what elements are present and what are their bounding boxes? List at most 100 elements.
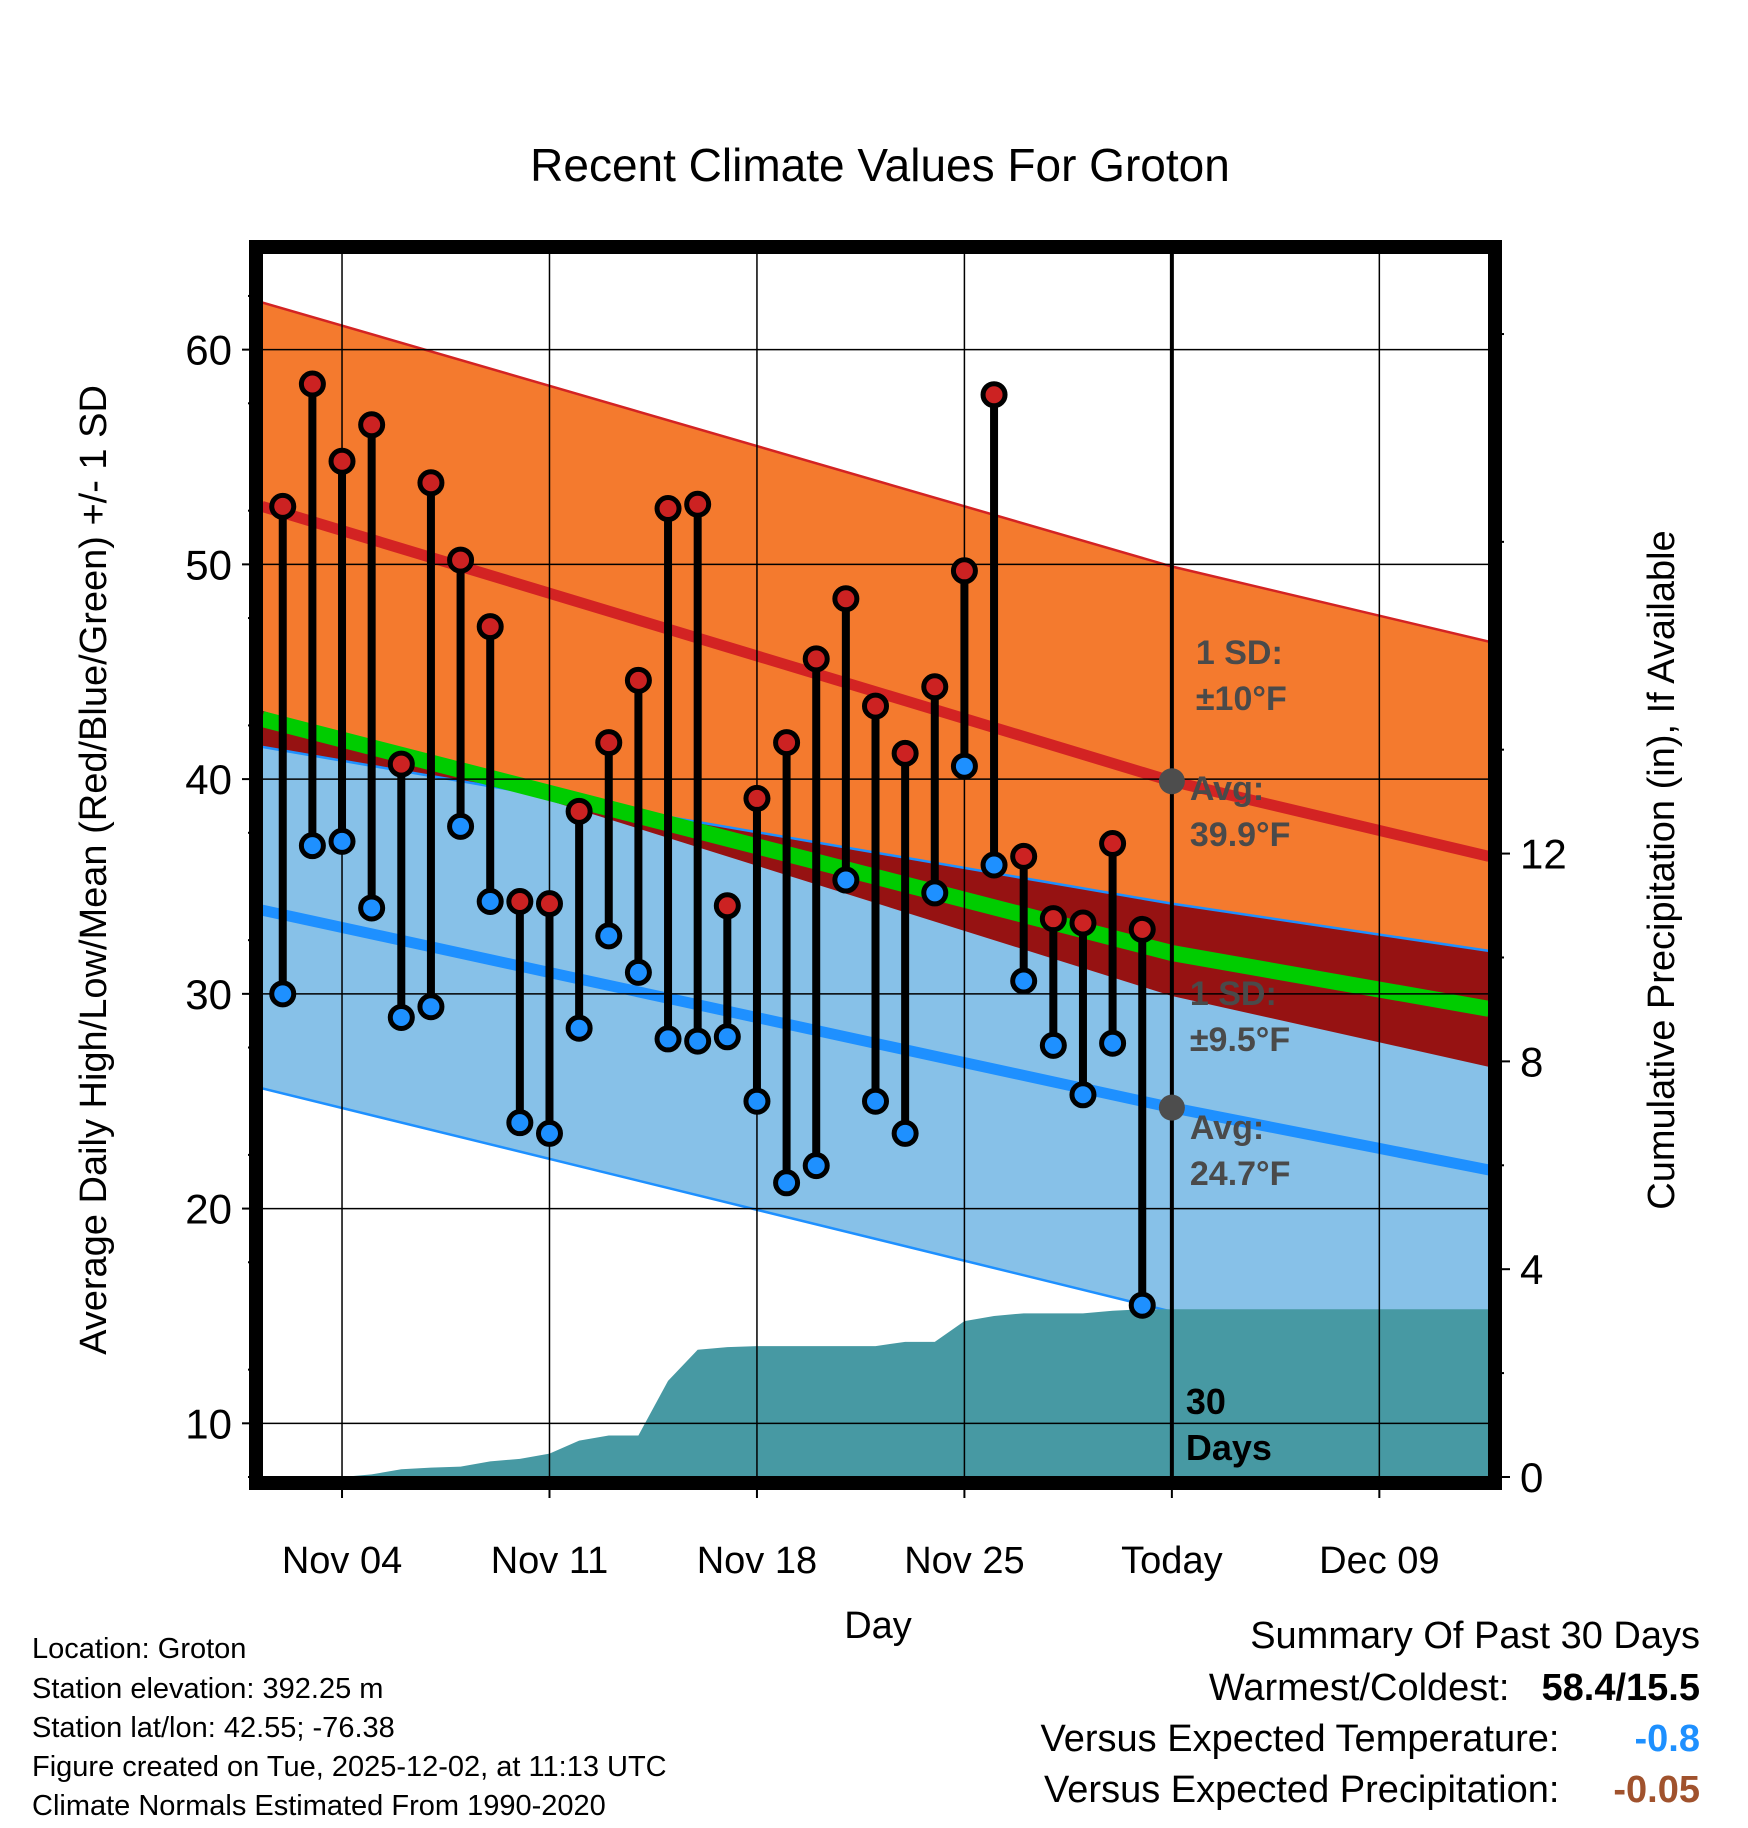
daily-low-point [832, 866, 860, 894]
daily-low-point [743, 1087, 771, 1115]
daily-low-point [358, 894, 386, 922]
high-avg-value: 39.9°F [1190, 816, 1291, 854]
today-low-avg-marker [1158, 1094, 1185, 1121]
x-tick-label: Nov 18 [697, 1540, 817, 1582]
daily-high-point [1010, 842, 1038, 870]
low-sd-value: ±9.5°F [1190, 1021, 1290, 1059]
daily-high-point [624, 666, 652, 694]
precip-departure-value: -0.05 [1613, 1769, 1700, 1811]
daily-high-point [921, 673, 949, 701]
daily-high-point [980, 381, 1008, 409]
daily-low-point [654, 1025, 682, 1053]
precip-area [262, 1309, 1489, 1477]
footer-created: Figure created on Tue, 2025-12-02, at 11… [32, 1751, 667, 1783]
y-tick-label: 60 [185, 327, 232, 374]
daily-low-point [713, 1023, 741, 1051]
x-axis-label: Day [844, 1605, 912, 1647]
daily-low-point [387, 1003, 415, 1031]
daily-high-point [328, 447, 356, 475]
daily-low-point [595, 922, 623, 950]
daily-high-point [1128, 915, 1156, 943]
daily-low-point [447, 812, 475, 840]
daily-low-point [1128, 1291, 1156, 1319]
y-axis-label: Average Daily High/Low/Mean (Red/Blue/Gr… [73, 385, 115, 1355]
y-tick-label: 40 [185, 756, 232, 803]
daily-high-point [802, 645, 830, 673]
warm-cold-label: Warmest/Coldest: [1208, 1667, 1510, 1709]
daily-low-point [1039, 1031, 1067, 1059]
y-tick-label: 20 [185, 1186, 232, 1233]
daily-high-point [654, 495, 682, 523]
daily-low-point [950, 752, 978, 780]
daily-low-point [773, 1169, 801, 1197]
days-count-label: 30 [1186, 1381, 1226, 1422]
summary-title: Summary Of Past 30 Days [1250, 1615, 1700, 1657]
daily-high-point [447, 546, 475, 574]
high-sd-value: ±10°F [1196, 680, 1287, 718]
daily-low-point [1099, 1029, 1127, 1057]
low-avg-value: 24.7°F [1190, 1155, 1291, 1193]
daily-high-point [862, 692, 889, 720]
temp-departure-value: -0.8 [1634, 1718, 1700, 1760]
warm-cold-value: 58.4/15.5 [1541, 1667, 1700, 1709]
chart-title: Recent Climate Values For Groton [530, 139, 1230, 191]
footer-location: Location: Groton [32, 1633, 247, 1665]
daily-low-point [328, 827, 356, 855]
daily-high-point [1099, 830, 1127, 858]
today-high-avg-marker [1158, 768, 1185, 795]
daily-high-point [891, 739, 919, 767]
y-tick-label: 30 [185, 971, 232, 1018]
daily-high-point [565, 797, 593, 825]
low-avg-label: Avg: [1190, 1109, 1264, 1147]
daily-low-point [1069, 1081, 1097, 1109]
daily-low-point [862, 1087, 889, 1115]
y-tick-label: 50 [185, 541, 232, 588]
y2-axis-label: Cumulative Precipitation (in), If Availa… [1641, 530, 1683, 1209]
footer-elevation: Station elevation: 392.25 m [32, 1673, 384, 1705]
daily-low-point [1010, 967, 1038, 995]
daily-low-point [298, 832, 326, 860]
high-sd-label: 1 SD: [1196, 634, 1283, 672]
daily-low-point [980, 851, 1008, 879]
daily-high-point [684, 490, 712, 518]
daily-high-point [743, 784, 771, 812]
plot-frame [249, 240, 1502, 1490]
y2-tick-label: 12 [1520, 831, 1567, 878]
daily-high-point [535, 890, 563, 918]
daily-high-point [1039, 905, 1067, 933]
daily-high-point [358, 411, 386, 439]
daily-high-point [476, 613, 504, 641]
y2-tick-label: 8 [1520, 1038, 1543, 1085]
low-sd-label: 1 SD: [1190, 975, 1277, 1013]
y2-tick-label: 4 [1520, 1246, 1543, 1293]
daily-high-point [713, 892, 741, 920]
x-tick-label: Dec 09 [1319, 1540, 1439, 1582]
y-tick-label: 10 [185, 1400, 232, 1447]
high-avg-label: Avg: [1190, 770, 1264, 808]
daily-low-point [476, 888, 504, 916]
precip-departure-label: Versus Expected Precipitation: [1044, 1769, 1560, 1811]
daily-low-point [684, 1027, 712, 1055]
days-unit-label: Days [1186, 1427, 1272, 1468]
daily-low-point [535, 1119, 563, 1147]
daily-low-point [506, 1109, 534, 1137]
x-tick-label: Today [1121, 1540, 1222, 1582]
daily-high-point [298, 370, 326, 398]
summary-temp: Versus Expected Temperature: -0.8 [1041, 1718, 1700, 1761]
daily-high-point [387, 750, 415, 778]
daily-high-point [950, 557, 978, 585]
daily-high-point [417, 469, 445, 497]
x-tick-label: Nov 25 [904, 1540, 1024, 1582]
daily-high-point [773, 729, 801, 757]
daily-high-point [832, 585, 860, 613]
summary-precip: Versus Expected Precipitation: -0.05 [1044, 1769, 1700, 1812]
daily-high-point [269, 492, 297, 520]
daily-low-point [802, 1152, 830, 1180]
daily-high-point [506, 888, 534, 916]
x-tick-label: Nov 11 [491, 1540, 609, 1582]
daily-high-point [595, 729, 623, 757]
daily-low-point [417, 993, 445, 1021]
footer-latlon: Station lat/lon: 42.55; -76.38 [32, 1712, 395, 1744]
high-sd-band [262, 302, 1489, 1067]
